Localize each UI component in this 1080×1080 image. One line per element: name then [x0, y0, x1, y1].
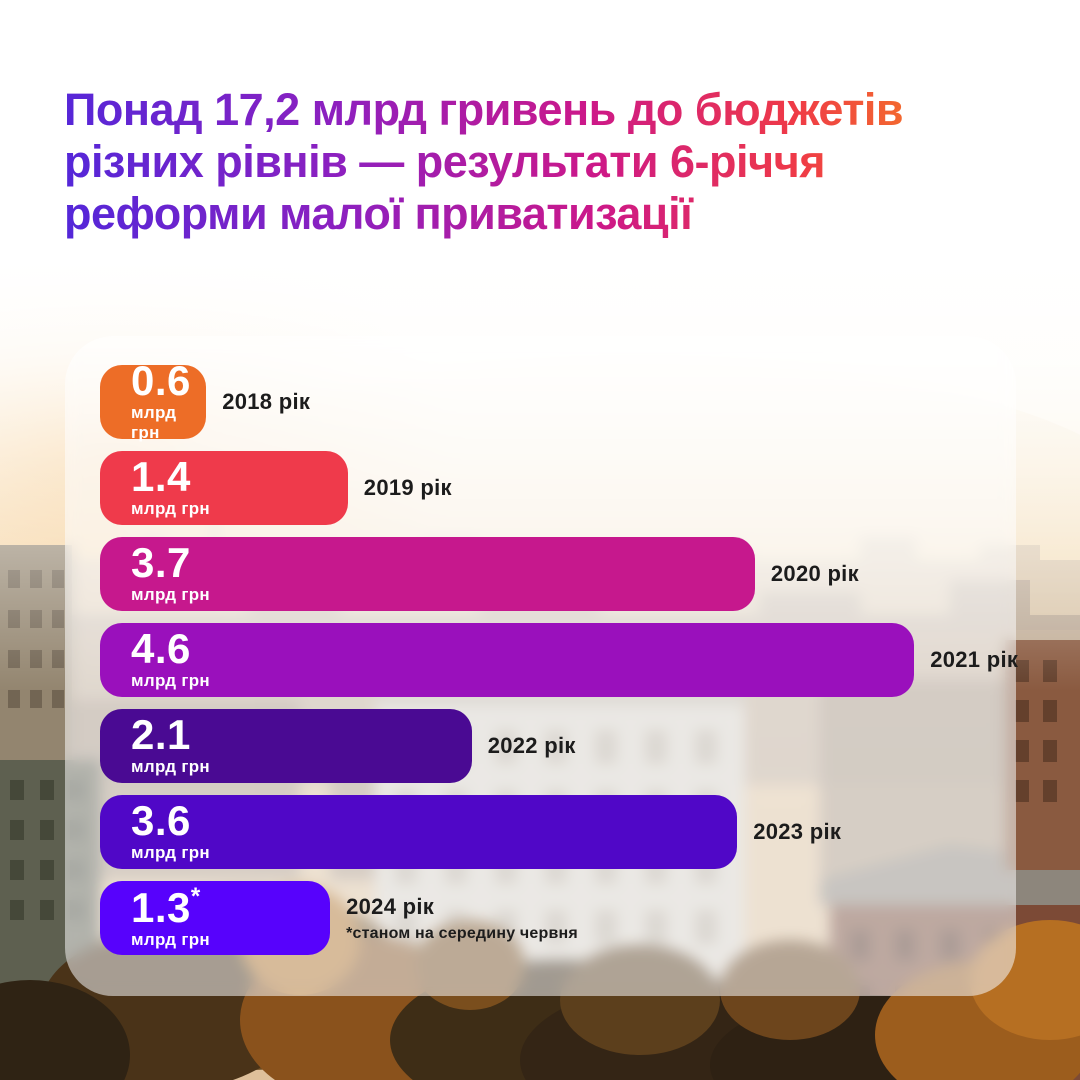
year-label: 2020 рік	[770, 561, 859, 586]
year-label: 2023 рік	[753, 819, 842, 844]
bar-value-number: 1.3	[131, 883, 191, 931]
bar-value: 2.1	[131, 713, 472, 755]
bar-value-number: 0.6	[131, 356, 191, 404]
bar-row-2021: 4.6 млрд грн 2021 рік	[100, 623, 1060, 697]
bar-value: 3.6	[131, 799, 737, 841]
bar-row-2020: 3.7 млрд грн 2020 рік	[100, 537, 1060, 611]
year-label-group: 2022 рік	[488, 733, 576, 759]
bar-row-2022: 2.1 млрд грн 2022 рік	[100, 709, 1060, 783]
year-label-group: 2018 рік	[222, 389, 310, 415]
year-label-group: 2024 рік *станом на середину червня	[346, 894, 578, 943]
footnote: *станом на середину червня	[346, 924, 578, 942]
bar-value: 1.3*	[131, 882, 330, 931]
title-line-3: реформи малої приватизації	[64, 188, 693, 240]
year-label-group: 2019 рік	[364, 475, 452, 501]
bar-value-number: 4.6	[131, 624, 191, 672]
bar-2023: 3.6 млрд грн	[100, 795, 738, 869]
year-label: 2024 рік	[346, 893, 435, 919]
year-label-group: 2021 рік	[930, 647, 1018, 673]
bar-value: 0.6	[131, 359, 206, 401]
bar-2022: 2.1 млрд грн	[100, 709, 472, 783]
bar-value-number: 1.4	[131, 452, 191, 500]
title-line-2: різних рівнів — результати 6-річчя	[64, 136, 826, 188]
bar-row-2018: 0.6 млрд грн 2018 рік	[100, 359, 1060, 442]
bar-value: 1.4	[131, 455, 348, 497]
bar-unit-label: млрд грн	[131, 757, 210, 777]
bar-value: 3.7	[131, 541, 755, 583]
bar-value-number: 3.7	[131, 538, 191, 586]
bar-2019: 1.4 млрд грн	[100, 451, 348, 525]
asterisk-mark: *	[190, 882, 201, 910]
bar-unit-label: млрд грн	[131, 403, 177, 443]
year-label: 2022 рік	[487, 733, 576, 758]
year-label: 2021 рік	[930, 647, 1019, 672]
bar-unit-label: млрд грн	[131, 930, 210, 950]
year-label: 2019 рік	[363, 475, 452, 500]
year-label: 2018 рік	[222, 389, 311, 414]
bar-2021: 4.6 млрд грн	[100, 623, 915, 697]
title-line-1: Понад 17,2 млрд гривень до бюджетів	[64, 84, 904, 135]
bar-unit-label: млрд грн	[131, 585, 210, 605]
bar-2024: 1.3* млрд грн	[100, 881, 331, 955]
bar-unit-label: млрд грн	[131, 499, 210, 519]
bar-unit-label: млрд грн	[131, 843, 210, 863]
bar-unit-label: млрд грн	[131, 671, 210, 691]
year-label-group: 2023 рік	[753, 819, 841, 845]
bar-2020: 3.7 млрд грн	[100, 537, 755, 611]
bar-chart: 0.6 млрд грн 2018 рік 1.4 млрд грн 2019 рік 3.…	[100, 359, 1060, 955]
bar-2018: 0.6 млрд грн	[100, 359, 207, 442]
page-title: Понад 17,2 млрд гривень до бюджетів різн…	[64, 84, 1024, 241]
bar-row-2019: 1.4 млрд грн 2019 рік	[100, 451, 1060, 525]
bar-value: 4.6	[131, 627, 914, 669]
bar-row-2024: 1.3* млрд грн 2024 рік *станом на середину …	[100, 881, 1060, 955]
bar-row-2023: 3.6 млрд грн 2023 рік	[100, 795, 1060, 869]
year-label-group: 2020 рік	[771, 561, 859, 587]
bar-value-number: 3.6	[131, 796, 191, 844]
bar-value-number: 2.1	[131, 710, 191, 758]
